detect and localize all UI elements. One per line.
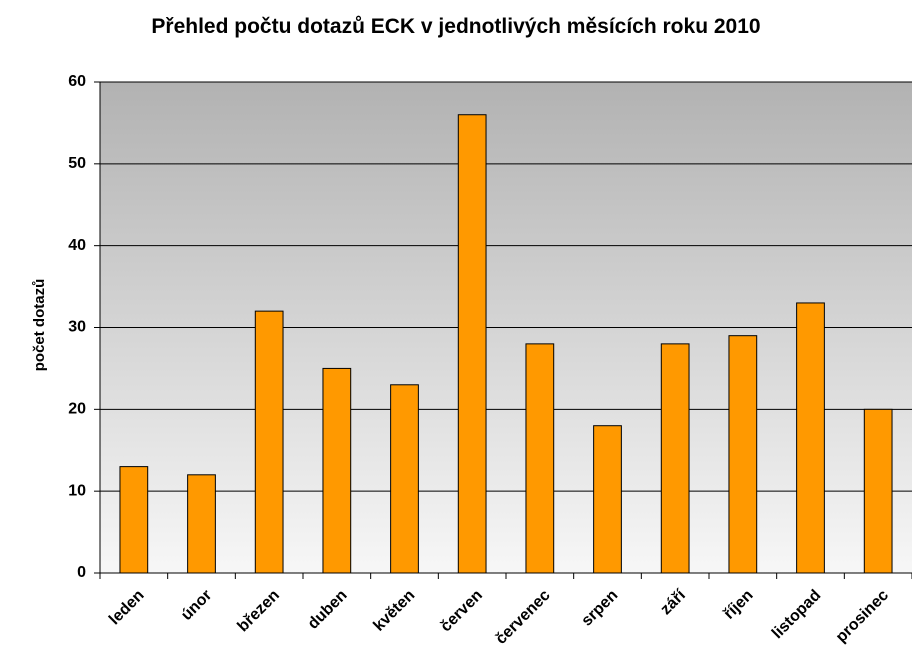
y-tick-label: 60 xyxy=(68,73,86,90)
bar xyxy=(187,474,216,574)
chart-title: Přehled počtu dotazů ECK v jednotlivých … xyxy=(151,15,761,38)
bar xyxy=(322,367,352,574)
bar xyxy=(119,466,149,574)
x-tick-label: leden xyxy=(106,587,148,629)
y-tick-label: 10 xyxy=(68,482,86,499)
bar xyxy=(457,114,487,574)
x-tick-label: listopad xyxy=(769,587,824,642)
bar xyxy=(728,335,758,574)
x-tick-label: červen xyxy=(437,587,486,636)
x-tick-label: červenec xyxy=(493,587,554,648)
x-tick-label: září xyxy=(657,586,689,618)
bar xyxy=(390,384,419,574)
y-tick-label: 50 xyxy=(68,155,86,172)
x-tick-label: březen xyxy=(234,587,283,636)
y-tick-label: 20 xyxy=(68,401,86,418)
bar xyxy=(660,343,690,574)
y-tick-label: 40 xyxy=(68,237,86,254)
bar xyxy=(593,425,622,574)
bar xyxy=(796,302,825,574)
bar xyxy=(254,310,284,574)
x-tick-label: květen xyxy=(370,587,418,635)
y-tick-label: 30 xyxy=(68,319,86,336)
x-tick-label: duben xyxy=(305,587,351,633)
x-tick-label: prosinec xyxy=(833,587,892,646)
x-tick-label: srpen xyxy=(578,587,621,630)
x-tick-label: říjen xyxy=(721,587,757,623)
y-axis-label: počet dotazů xyxy=(31,279,48,372)
y-tick-label: 0 xyxy=(77,564,86,581)
bar xyxy=(525,343,555,574)
x-tick-label: únor xyxy=(178,587,215,624)
bar xyxy=(863,408,893,574)
